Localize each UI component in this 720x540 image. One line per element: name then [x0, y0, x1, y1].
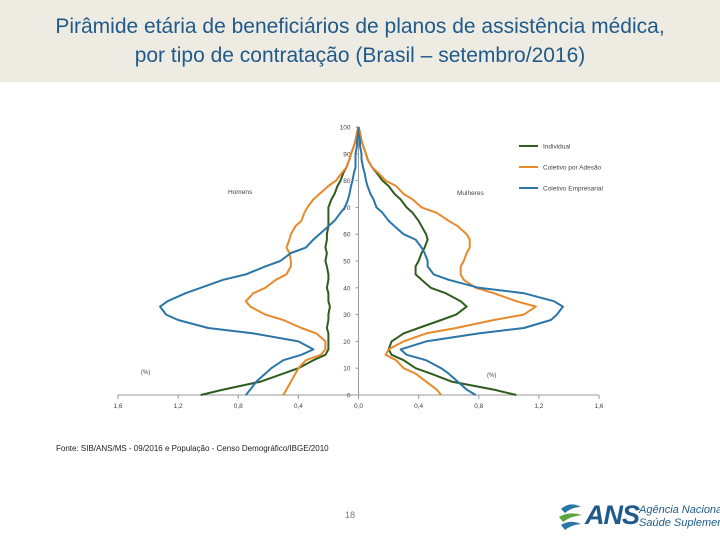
- ans-logo: ANS Agência Nacional de Saúde Suplementa…: [555, 498, 720, 534]
- chart-labels: Homens Mulheres (%) (%): [141, 189, 496, 379]
- x-tick-label: 0,4: [294, 403, 303, 410]
- x-tick-label: 0,0: [354, 403, 363, 410]
- x-tick-label: 0,4: [414, 403, 423, 410]
- source-note: Fonte: SIB/ANS/MS - 09/2016 e População …: [56, 444, 329, 453]
- series-line-empresarial-male: [159, 127, 360, 396]
- side-label-mulheres: Mulheres: [457, 190, 484, 197]
- series-line-adesao-male: [244, 126, 360, 396]
- x-tick-label: 0,8: [474, 403, 483, 410]
- x-tick-label: 1,6: [113, 403, 122, 410]
- legend-label-adesao: Coletivo por Adesão: [543, 165, 602, 172]
- series-line-adesao-female: [357, 126, 537, 396]
- slide-title-line-2: por tipo de contratação (Brasil – setemb…: [134, 44, 586, 67]
- ans-logo-line-2: Saúde Suplementar: [639, 517, 720, 529]
- y-tick-label: 90: [343, 151, 351, 158]
- series-line-individual-female: [357, 126, 517, 396]
- page-number: 18: [345, 510, 356, 520]
- slide-title-line-1: Pirâmide etária de beneficiários de plan…: [55, 15, 665, 38]
- y-tick-label: 10: [343, 366, 351, 373]
- y-tick-label: 80: [343, 178, 351, 185]
- legend-label-empresarial: Coletivo Empresarial: [543, 186, 604, 193]
- x-tick-label: 1,6: [594, 403, 603, 410]
- ans-logo-line-1: Agência Nacional de: [639, 504, 720, 516]
- y-tick-label: 30: [343, 312, 351, 319]
- series-line-empresarial-female: [357, 127, 564, 396]
- y-tick-label: 40: [343, 285, 351, 292]
- x-tick-label: 1,2: [534, 403, 543, 410]
- y-tick-label: 20: [343, 339, 351, 346]
- x-tick-label: 0,8: [234, 403, 243, 410]
- x-tick-label: 1,2: [174, 403, 183, 410]
- legend-label-individual: Individual: [543, 144, 571, 151]
- chart-axes: 1,6 1,2 0,8 0,4 0,0 0,4 0,8 1,2 1,6 0 10 20 30 40 50 60…: [113, 125, 603, 411]
- y-tick-label: 70: [343, 205, 351, 212]
- y-tick-label: 60: [343, 232, 351, 239]
- ans-logo-wordmark: ANS: [585, 500, 640, 530]
- side-label-homens: Homens: [228, 189, 253, 196]
- chart-legend: Individual Coletivo por Adesão Coletivo Em…: [519, 144, 604, 193]
- axis-unit-right: (%): [487, 373, 496, 379]
- chart-series: [159, 126, 564, 396]
- y-tick-label: 0: [347, 393, 351, 400]
- ans-logo-icon: [559, 504, 582, 530]
- title-band: Pirâmide etária de beneficiários de plan…: [0, 0, 720, 82]
- y-tick-label: 100: [340, 125, 351, 132]
- y-tick-label: 50: [343, 259, 351, 266]
- axis-unit-left: (%): [141, 370, 150, 376]
